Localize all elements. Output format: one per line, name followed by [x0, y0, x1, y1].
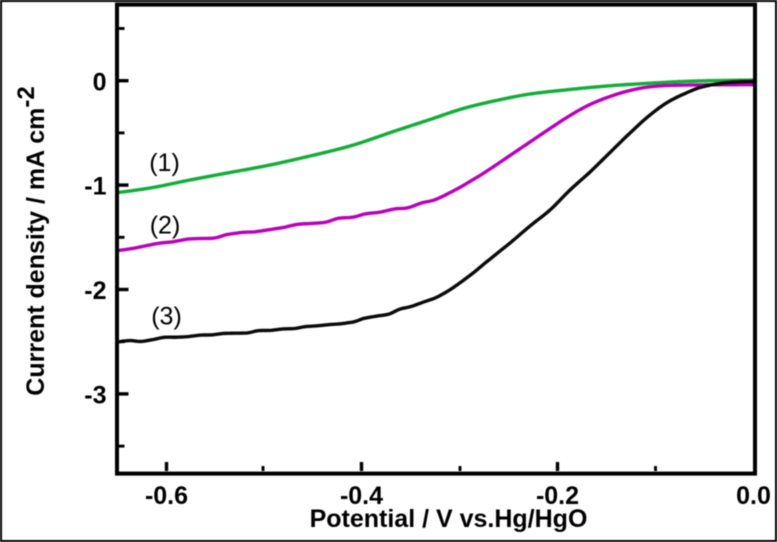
svg-text:Potential / V vs.Hg/HgO: Potential / V vs.Hg/HgO: [310, 505, 588, 533]
svg-text:-0.4: -0.4: [340, 482, 383, 510]
svg-text:(3): (3): [151, 303, 182, 331]
svg-text:(2): (2): [150, 212, 181, 240]
svg-text:-0.6: -0.6: [145, 482, 188, 510]
svg-text:-2: -2: [84, 277, 106, 305]
svg-text:(1): (1): [149, 149, 180, 177]
svg-text:-3: -3: [84, 382, 106, 410]
svg-text:0: 0: [93, 68, 107, 96]
svg-text:-1: -1: [84, 173, 106, 201]
svg-text:-0.2: -0.2: [536, 482, 579, 510]
svg-text:0.0: 0.0: [736, 482, 771, 510]
